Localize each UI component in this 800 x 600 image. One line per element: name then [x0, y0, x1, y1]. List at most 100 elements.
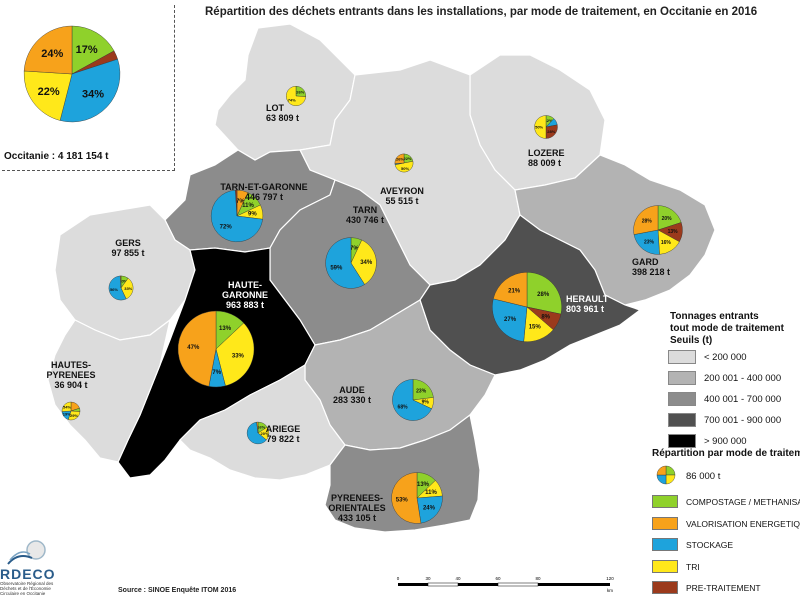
pie-hautes-pyrenees-slice-tri	[61, 401, 72, 412]
legend-label-class5: > 900 000	[704, 436, 747, 447]
legend-swatch-class4	[668, 413, 696, 427]
pie-herault-slice-label: 15%	[529, 324, 542, 330]
inset-pie-slice-label: 34%	[82, 89, 104, 101]
pie-pyrenees-orientales-slice-label: 11%	[425, 490, 437, 496]
dept-name-lozere: LOZERE	[528, 148, 565, 158]
dept-label-ariege: ARIEGE 79 822 t	[266, 424, 301, 444]
pie-aveyron-slice-valo	[394, 153, 405, 164]
pie-pyrenees-orientales-slice-label: 24%	[423, 506, 436, 512]
dept-name-gers: GERS	[115, 238, 141, 248]
pie-tarn-slice-stockage	[325, 237, 365, 289]
pie-gard-slice-label: 16%	[661, 240, 672, 246]
dept-label-lozere: LOZERE 88 009 t	[528, 148, 565, 168]
pie-tarn[interactable]: 7% 34% 59%	[325, 237, 377, 289]
dept-hautes-pyrenees[interactable]	[47, 318, 171, 463]
pie-tarn-et-garonne[interactable]: 7%11% 9% 72%	[210, 189, 264, 243]
pie-gers-slice-tri	[120, 277, 134, 300]
dept-name-hautes-pyrenees: HAUTES- PYRENEES	[46, 360, 96, 380]
pie-haute-garonne-slice-tri	[215, 322, 255, 387]
pie-aveyron-slice-label: 26%	[396, 157, 404, 162]
inset-pie-slice-label: 24%	[41, 48, 63, 60]
pie-tarn-slice-label: 34%	[360, 260, 373, 266]
dept-name-aveyron: AVEYRON	[380, 186, 424, 196]
scale-tick-label: 120	[606, 576, 614, 581]
inset-total-label: Occitanie : 4 181 154 t	[4, 151, 109, 162]
legend-mode-label-tri: TRI	[686, 561, 700, 572]
dept-name-herault: HERAULT	[566, 294, 609, 304]
dept-name-ariege: ARIEGE	[265, 424, 301, 434]
legend-swatch-class5	[668, 434, 696, 448]
pie-haute-garonne[interactable]: 13% 33% 7% 47%	[177, 310, 255, 388]
pie-pyrenees-orientales[interactable]: 13% 11% 24% 53%	[391, 472, 443, 524]
legend-pie-slice-compost	[665, 465, 676, 476]
pie-hautes-pyrenees-slice-label: 54%	[63, 405, 71, 410]
map-title: Répartition des déchets entrants dans le…	[205, 6, 758, 18]
inset-pie-slice-tri	[23, 70, 73, 121]
pie-lozere-slice-label: 50%	[535, 124, 543, 129]
legend-pie-slice-valo	[656, 465, 667, 476]
legend-swatch-class1	[668, 350, 696, 364]
pie-gard-slice-label: 23%	[644, 239, 655, 245]
pie-herault[interactable]: 28% 8% 15% 27% 21%	[492, 272, 562, 342]
legend-mode-label-valo: VALORISATION ENERGETIQUE	[686, 518, 800, 529]
pie-tarn-et-garonne-slice-pretrait	[235, 189, 238, 217]
dept-label-haute-garonne: HAUTE- GARONNE 963 883 t	[222, 280, 268, 310]
pie-lozere-slice-label: 28%	[547, 129, 555, 134]
dept-tonnage-aveyron: 55 515 t	[385, 196, 419, 206]
pie-aude-slice-label: 9%	[422, 400, 430, 406]
legend-pie-symbol	[656, 465, 676, 485]
legend-label-class4: 700 001 - 900 000	[704, 415, 782, 426]
pie-lot-slice-tri	[286, 86, 306, 106]
dept-name-tarn-et-garonne: TARN-ET-GARONNE	[220, 182, 308, 192]
pie-tarn-slice-tri	[350, 239, 377, 285]
dept-name-gard: GARD	[632, 257, 659, 267]
pie-herault-slice-stockage	[492, 298, 528, 342]
legend-tonnage-title-2: tout mode de traitement	[670, 323, 784, 334]
dept-label-pyrenees-orientales: PYRENEES- ORIENTALES 433 105 t	[328, 493, 385, 523]
dept-tonnage-haute-garonne: 963 883 t	[225, 300, 265, 310]
pie-gers[interactable]: 10% 33% 56%	[108, 275, 134, 301]
pie-tarn-et-garonne-slice-label: 72%	[220, 225, 233, 231]
pie-ariege-slice-stockage	[246, 421, 267, 445]
pie-gard-slice-label: 28%	[642, 218, 653, 224]
dept-tonnage-gers: 97 855 t	[111, 248, 145, 258]
pie-herault-slice-label: 28%	[537, 292, 550, 298]
dept-label-herault: HERAULT 803 961 t	[566, 294, 608, 314]
scale-tick-label: 40	[455, 576, 461, 581]
dept-tonnage-tarn: 430 746 t	[345, 215, 385, 225]
legend-label-class3: 400 001 - 700 000	[704, 394, 782, 405]
scale-ticks: 0 30 40 60 80 120 km	[397, 576, 615, 593]
dept-label-tarn: TARN 430 746 t	[346, 205, 384, 225]
legend-tonnage-title-3: Seuils (t)	[670, 335, 713, 346]
pie-pyrenees-orientales-slice-label: 13%	[417, 482, 430, 488]
scale-tick-label: 30	[425, 576, 431, 581]
legend-mode-label-stockage: STOCKAGE	[686, 540, 734, 550]
scale-tick-label: 80	[535, 576, 541, 581]
scale-unit-label: km	[607, 588, 613, 593]
pie-ariege-slice-valo	[256, 421, 259, 434]
pie-tarn-et-garonne-slice-label: 11%	[242, 203, 254, 209]
pie-lozere-slice-tri	[534, 115, 547, 139]
pie-ariege-slice-label: 16%	[257, 425, 265, 430]
pie-aude[interactable]: 23% 9% 68%	[392, 379, 434, 421]
pie-hautes-pyrenees[interactable]: 29%19% 54%	[61, 401, 81, 421]
scale-tick-label: 0	[397, 576, 400, 581]
legend-mode-swatch-valo	[652, 516, 678, 530]
source-note: Source : SINOE Enquête ITOM 2016	[118, 587, 237, 594]
dept-label-lot: LOT 63 809 t	[266, 103, 299, 123]
legend-modes-title: Répartition par mode de traitement	[652, 448, 800, 459]
pie-aveyron[interactable]: 22% 50% 26%	[394, 153, 414, 173]
dept-tonnage-tarn-et-garonne: 446 797 t	[244, 192, 284, 202]
pie-haute-garonne-slice-label: 7%	[212, 370, 221, 376]
pie-lot[interactable]: 26%74%	[286, 86, 306, 106]
pie-gard-slice-stockage	[633, 229, 660, 255]
pie-ariege[interactable]: 16%20%	[246, 421, 270, 445]
dept-name-pyrenees-orientales: PYRENEES- ORIENTALES	[328, 493, 386, 513]
pie-gard[interactable]: 20% 13% 16% 23% 28%	[633, 205, 683, 255]
dept-name-haute-garonne: HAUTE- GARONNE	[221, 280, 269, 300]
pie-haute-garonne-slice-valo	[177, 310, 217, 387]
pie-lozere[interactable]: 12% 28% 50%	[534, 115, 558, 139]
pie-tarn-et-garonne-slice-stockage	[210, 189, 263, 243]
pie-aveyron-slice-label: 22%	[403, 156, 411, 161]
